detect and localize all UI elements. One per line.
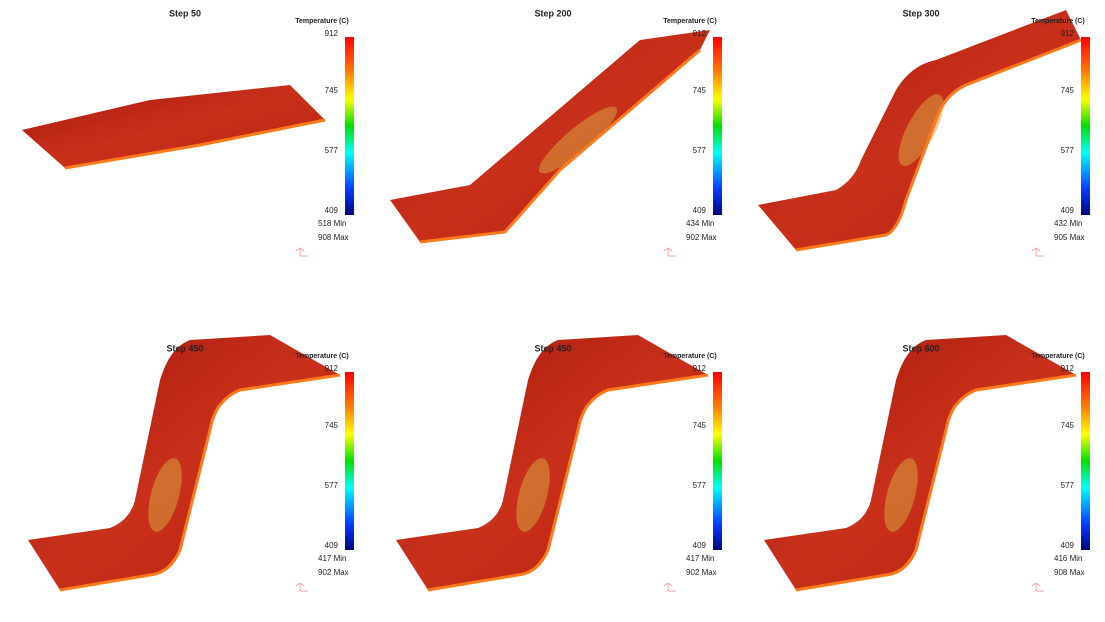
axis-triad — [663, 582, 676, 592]
color-bar — [1081, 37, 1090, 215]
axis-triad — [663, 247, 676, 257]
scale-label: 912 — [325, 29, 339, 38]
scale-label: 409 — [693, 541, 707, 550]
panel-title: Step 450 — [534, 343, 571, 353]
min-label: 416 Min — [1054, 554, 1082, 563]
panel-title: Step 450 — [166, 343, 203, 353]
scale-label: 745 — [693, 421, 707, 430]
scale-label: 745 — [1061, 421, 1075, 430]
axis-triad — [295, 582, 308, 592]
scale-label: 577 — [325, 146, 339, 155]
panel: Step 50 Temperature (C) 912 745 577 409 518 Mi… — [22, 8, 354, 257]
deformed-plate — [28, 335, 340, 590]
scale-label: 577 — [693, 146, 707, 155]
scale-label: 912 — [1061, 364, 1075, 373]
hot-band — [538, 106, 618, 174]
plate-edge — [419, 48, 701, 244]
color-bar — [345, 37, 354, 215]
min-label: 432 Min — [1054, 219, 1082, 228]
deformed-plate — [764, 335, 1076, 590]
color-bar — [713, 372, 722, 550]
axis-triad — [295, 247, 308, 257]
scale-label: 912 — [693, 29, 707, 38]
plate-edge — [64, 118, 326, 170]
scale-label: 409 — [693, 206, 707, 215]
color-bar — [1081, 372, 1090, 550]
scale-label: 745 — [1061, 86, 1075, 95]
min-label: 417 Min — [318, 554, 346, 563]
legend-title: Temperature (C) — [295, 353, 349, 360]
scale-label: 745 — [325, 86, 339, 95]
panel: Step 200 Temperature (C) 912 745 577 409 434 M… — [390, 8, 722, 257]
scale-label: 912 — [325, 364, 339, 373]
color-bar — [345, 372, 354, 550]
hot-band — [516, 458, 550, 532]
legend-title: Temperature (C) — [1031, 18, 1085, 25]
plate-edge — [795, 38, 1082, 252]
plate-edge — [795, 373, 1077, 592]
deformed-plate — [396, 335, 708, 590]
max-label: 902 Max — [686, 568, 717, 577]
legend-title: Temperature (C) — [663, 353, 717, 360]
legend-title: Temperature (C) — [1031, 353, 1085, 360]
panel-title: Step 600 — [902, 343, 939, 353]
scale-label: 409 — [325, 206, 339, 215]
scale-label: 409 — [325, 541, 339, 550]
hot-band — [898, 94, 944, 166]
max-label: 908 Max — [1054, 568, 1085, 577]
hot-band — [884, 458, 918, 532]
deformed-plate — [390, 30, 710, 242]
scale-label: 745 — [693, 86, 707, 95]
plate-edge — [427, 373, 709, 592]
min-label: 518 Min — [318, 219, 346, 228]
panel: Step 300 Temperature (C) 912 745 577 409 432 M… — [758, 8, 1090, 257]
scale-label: 912 — [1061, 29, 1075, 38]
axis-triad — [1031, 582, 1044, 592]
max-label: 902 Max — [686, 233, 717, 242]
deformed-plate — [22, 85, 325, 168]
legend-title: Temperature (C) — [663, 18, 717, 25]
scale-label: 409 — [1061, 541, 1075, 550]
plate-edge — [59, 373, 341, 592]
color-bar — [713, 37, 722, 215]
panel-title: Step 200 — [534, 8, 571, 18]
hot-band — [148, 458, 182, 532]
legend-title: Temperature (C) — [295, 18, 349, 25]
max-label: 908 Max — [318, 233, 349, 242]
max-label: 905 Max — [1054, 233, 1085, 242]
scale-label: 577 — [1061, 146, 1075, 155]
min-label: 417 Min — [686, 554, 714, 563]
panel: Step 450 Temperature (C) 912 745 577 409 417 M… — [396, 335, 722, 592]
scale-label: 577 — [1061, 481, 1075, 490]
scale-label: 577 — [693, 481, 707, 490]
scale-label: 912 — [693, 364, 707, 373]
panel-title: Step 50 — [169, 8, 201, 18]
panel-title: Step 300 — [902, 8, 939, 18]
max-label: 902 Max — [318, 568, 349, 577]
scale-label: 577 — [325, 481, 339, 490]
scale-label: 409 — [1061, 206, 1075, 215]
axis-triad — [1031, 247, 1044, 257]
panel: Step 450 Temperature (C) 912 745 577 409 417 M… — [28, 335, 354, 592]
min-label: 434 Min — [686, 219, 714, 228]
panel: Step 600 Temperature (C) 912 745 577 409 416 M… — [764, 335, 1090, 592]
scale-label: 745 — [325, 421, 339, 430]
